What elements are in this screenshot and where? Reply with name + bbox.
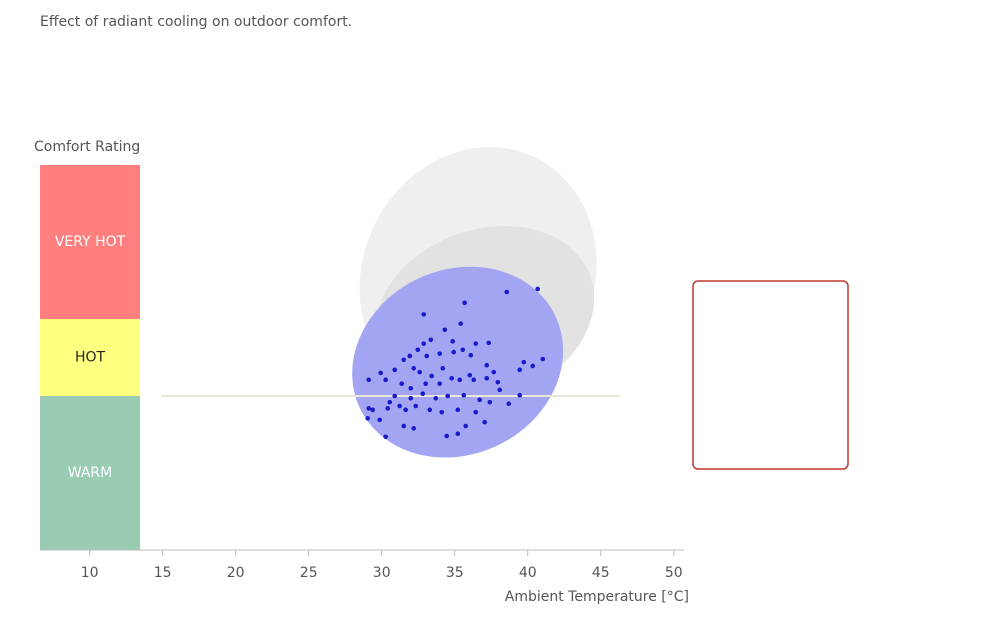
comfort-band: [40, 396, 140, 550]
legend-box: [692, 280, 849, 470]
data-point: [377, 417, 382, 423]
data-point: [365, 416, 370, 421]
data-point: [486, 340, 492, 346]
data-point: [517, 367, 523, 373]
data-point: [366, 406, 372, 411]
data-point: [421, 341, 427, 346]
data-point: [455, 431, 461, 437]
data-point: [462, 300, 467, 306]
data-point: [467, 372, 473, 378]
data-point: [495, 379, 501, 385]
band-label: VERY HOT: [55, 234, 126, 250]
data-point: [437, 381, 442, 386]
data-point: [424, 353, 429, 359]
data-point: [411, 426, 416, 431]
data-point: [463, 423, 468, 429]
data-point: [473, 341, 479, 346]
data-point: [421, 312, 427, 317]
data-point: [491, 369, 497, 375]
data-point: [451, 349, 457, 355]
x-tick-label: 40: [519, 565, 537, 581]
data-point: [535, 286, 540, 292]
data-point: [440, 365, 446, 371]
x-axis-title: Ambient Temperature [°C]: [505, 589, 689, 605]
band-title: Comfort Rating: [34, 139, 140, 155]
comfort-band: [40, 165, 140, 319]
data-point: [477, 397, 483, 403]
data-point: [504, 289, 510, 295]
data-point: [521, 359, 527, 365]
x-tick-label: 25: [300, 565, 318, 581]
data-point: [370, 407, 375, 413]
data-point: [403, 407, 408, 413]
data-point: [417, 369, 422, 375]
data-point: [383, 434, 388, 440]
x-tick-label: 15: [154, 565, 172, 581]
data-point: [401, 423, 407, 429]
data-point: [458, 321, 464, 326]
data-point: [415, 347, 421, 353]
data-point: [428, 337, 434, 343]
x-tick-label: 30: [373, 565, 391, 581]
data-point: [497, 387, 503, 393]
data-point: [437, 351, 442, 356]
data-point: [408, 396, 414, 401]
data-point: [471, 377, 477, 383]
data-point: [399, 381, 405, 386]
data-point: [506, 401, 512, 407]
data-point: [385, 406, 391, 411]
data-point: [445, 393, 451, 399]
data-point: [383, 377, 388, 383]
data-point: [450, 339, 455, 344]
data-point: [482, 419, 487, 425]
data-point: [429, 373, 434, 379]
data-point: [461, 392, 467, 398]
data-point: [366, 377, 372, 383]
data-point: [407, 353, 413, 359]
x-tick-label: 45: [592, 565, 610, 581]
chart-title: Effect of radiant cooling on outdoor com…: [40, 14, 352, 30]
data-point: [392, 393, 398, 399]
data-point: [468, 352, 474, 358]
data-point: [517, 392, 523, 398]
band-label: HOT: [75, 350, 106, 366]
data-point: [540, 356, 546, 362]
data-point: [378, 370, 383, 376]
x-tick-label: 20: [227, 565, 245, 581]
data-point: [444, 433, 449, 439]
data-point: [530, 363, 536, 369]
data-point: [427, 407, 433, 413]
data-point: [439, 409, 445, 415]
x-tick-label: 10: [81, 565, 99, 581]
data-point: [411, 365, 416, 371]
data-point: [433, 396, 439, 401]
data-point: [387, 399, 393, 405]
data-point: [413, 403, 419, 409]
data-point: [484, 362, 490, 368]
data-point: [455, 407, 461, 413]
data-point: [457, 377, 462, 383]
band-label: WARM: [68, 465, 112, 481]
data-point: [420, 391, 426, 396]
data-point: [460, 347, 466, 353]
data-point: [408, 386, 414, 391]
data-point: [487, 399, 493, 405]
data-point: [442, 327, 448, 333]
data-point: [423, 381, 428, 386]
data-point: [397, 403, 402, 409]
data-point: [473, 409, 479, 415]
x-tick-label: 50: [665, 565, 683, 581]
data-point: [401, 357, 407, 363]
comfort-band: [40, 319, 140, 396]
data-point: [449, 375, 454, 381]
data-point: [392, 367, 398, 373]
data-point: [484, 375, 490, 381]
x-tick-label: 35: [446, 565, 464, 581]
